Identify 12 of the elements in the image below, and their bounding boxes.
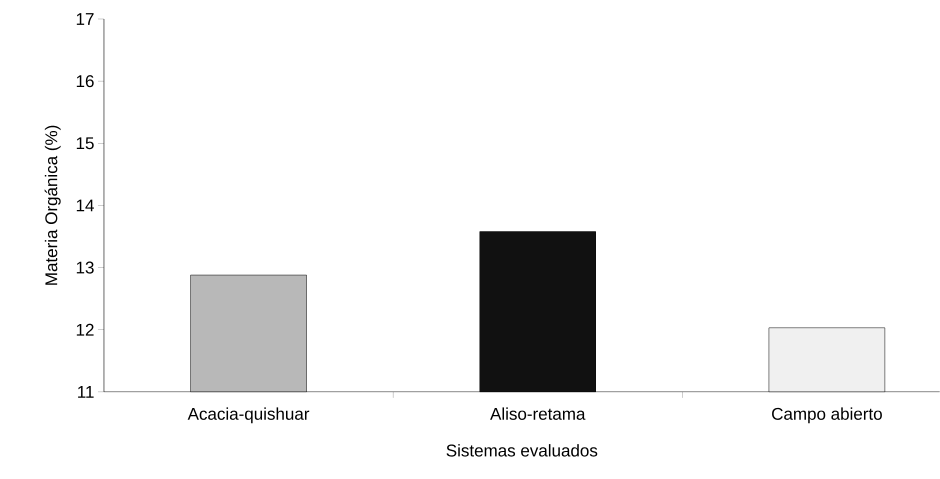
y-tick-label: 14 xyxy=(76,200,94,212)
y-tick-label: 17 xyxy=(76,13,94,25)
x-tick-label: Acacia-quishuar xyxy=(188,407,310,424)
y-tick-label: 16 xyxy=(76,75,94,88)
x-tick-label: Campo abierto xyxy=(772,407,882,424)
y-tick-label: 15 xyxy=(76,137,94,150)
x-tick-label: Aliso-retama xyxy=(490,407,586,420)
x-axis-title: Sistemas evaluados xyxy=(446,444,598,457)
y-axis-title: Materia Orgánica (%) xyxy=(44,126,61,285)
y-tick-label: 11 xyxy=(78,386,94,398)
y-tick-label: 12 xyxy=(76,324,94,336)
y-tick-label: 13 xyxy=(76,262,94,274)
